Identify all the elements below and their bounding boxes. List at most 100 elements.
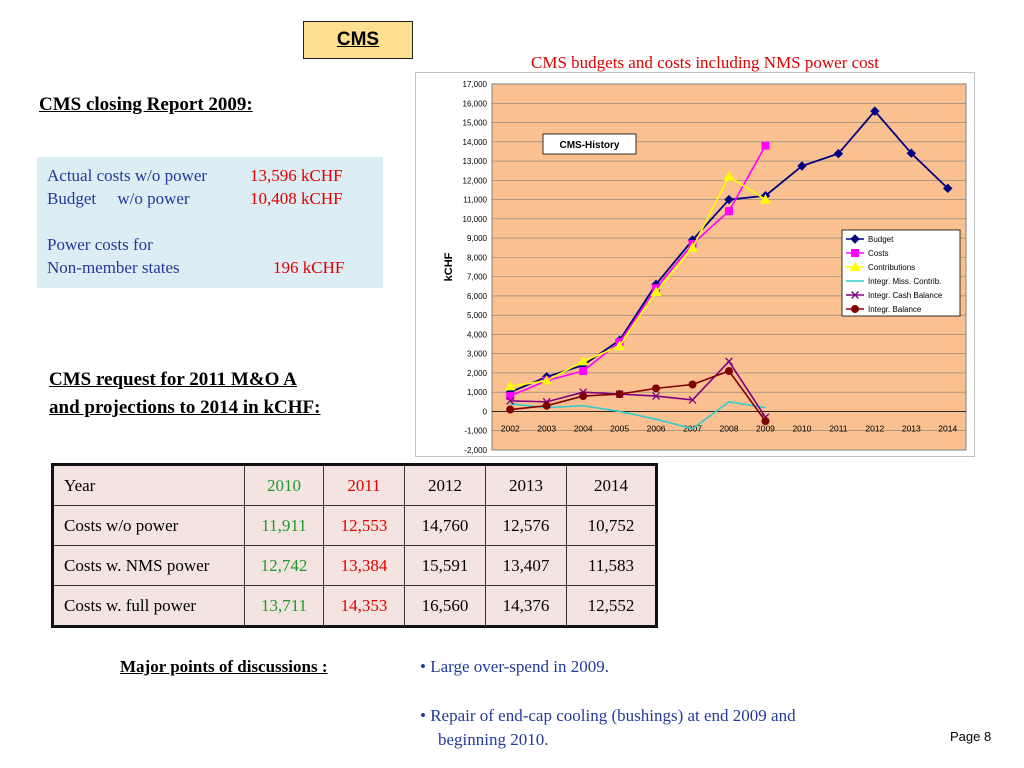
data-point-contributions (541, 375, 553, 385)
table-header-cell: 2010 (244, 464, 324, 506)
legend-label-budget: Budget (868, 235, 894, 244)
inner-title-box (542, 133, 637, 155)
discussion-label: Major points of discussions : (120, 657, 328, 676)
data-point-costs (725, 207, 733, 216)
bullet-text: Large over-spend in 2009. (430, 657, 609, 676)
y-tick-label: 4,000 (467, 330, 488, 339)
table-cell: 14,760 (404, 505, 486, 546)
legend-marker-costs (851, 249, 859, 257)
series-line-integr-cash-balance (510, 360, 767, 418)
table-row: Costs w/o power 11,911 12,553 14,760 12,… (52, 505, 657, 546)
data-point-contributions (614, 340, 625, 350)
projection-table: Year 2010 2011 2012 2013 2014 Costs w/o … (51, 463, 658, 628)
request-title-line-1: CMS request for 2011 M&O A (49, 369, 297, 390)
x-tick-label: 2013 (902, 423, 921, 433)
cms-badge-label: CMS (336, 29, 380, 50)
data-point-integr-balance (652, 384, 661, 393)
x-tick-label: 2003 (537, 423, 556, 433)
data-point-contributions (687, 242, 698, 252)
x-tick-label: 2009 (756, 423, 775, 433)
discussion-bullet-2: • Repair of end-cap cooling (bushings) a… (420, 706, 796, 726)
budget-label: Budget w/o power (47, 189, 190, 208)
cms-history-chart: -2,000 -1,000 0 1,000 2,000 3,000 4,000 5,000 6,… (415, 72, 975, 457)
data-point-contributions (577, 355, 589, 366)
table-cell: Costs w. NMS power (52, 545, 245, 586)
table-cell: 13,711 (244, 585, 324, 627)
y-tick-label: 12,000 (463, 176, 488, 185)
y-tick-label: 0 (483, 407, 488, 416)
table-cell: 11,583 (566, 545, 657, 586)
y-tick-label: 2,000 (467, 369, 488, 378)
actual-costs-row: Actual costs w/o power 13,596 kCHF (47, 164, 383, 187)
table-cell: 12,553 (323, 505, 405, 546)
table-cell: 13,407 (485, 545, 567, 586)
legend-marker-integr-cash-balance (851, 291, 859, 299)
data-point-contributions (504, 380, 516, 391)
inner-title: CMS-History (559, 140, 619, 151)
y-tick-label: 15,000 (463, 119, 488, 128)
discussion-bullet-2-cont: beginning 2010. (438, 730, 549, 749)
data-point-costs (761, 141, 770, 150)
x-tick-label: 2006 (647, 423, 666, 433)
series-line-contributions (510, 175, 766, 388)
power-costs-row: Power costs for (47, 233, 383, 256)
legend-label-integr-miss-contrib: Integr. Miss. Contrib. (868, 277, 941, 286)
actual-costs-label: Actual costs w/o power (47, 166, 208, 185)
data-point-integr-cash-balance (506, 396, 515, 405)
y-tick-label: 14,000 (463, 138, 488, 147)
table-row: Costs w. NMS power 12,742 13,384 15,591 … (52, 545, 657, 586)
series-line-integr-miss-contrib (510, 400, 766, 430)
y-tick-label: 10,000 (463, 215, 488, 224)
table-cell: 12,742 (244, 545, 324, 586)
table-header-cell: 2011 (323, 464, 405, 506)
data-point-costs (579, 367, 588, 376)
legend-label-integr-balance: Integr. Balance (868, 305, 922, 314)
closing-report-title: CMS closing Report 2009: (39, 94, 253, 115)
data-point-integr-balance (688, 380, 697, 389)
table-cell: 16,560 (404, 585, 486, 627)
x-tick-label: 2010 (792, 423, 811, 433)
y-tick-label: -1,000 (464, 427, 487, 436)
x-tick-label: 2012 (865, 423, 884, 433)
data-point-budget (870, 106, 880, 116)
x-tick-label: 2004 (574, 423, 593, 433)
y-axis-label: kCHF (443, 252, 455, 281)
data-point-integr-balance (579, 392, 588, 401)
chart-title: CMS budgets and costs including NMS powe… (530, 53, 880, 72)
legend-marker-budget (850, 234, 860, 244)
legend-marker-contributions (849, 261, 861, 271)
table-cell: 12,552 (566, 585, 657, 627)
data-point-contributions (723, 170, 735, 181)
cms-badge: CMS (303, 21, 413, 59)
data-point-integr-balance (615, 390, 624, 399)
legend-label-costs: Costs (868, 249, 888, 258)
data-point-integr-balance (725, 367, 733, 376)
series-line-costs (509, 145, 767, 397)
x-tick-label: 2008 (720, 423, 739, 433)
x-tick-label: 2002 (501, 423, 520, 433)
budget-value: 10,408 kCHF (250, 189, 343, 208)
data-point-integr-cash-balance (688, 395, 697, 404)
table-cell: 14,376 (485, 585, 567, 627)
budget-row: Budget w/o power 10,408 kCHF (47, 187, 383, 210)
y-tick-label: 1,000 (467, 388, 488, 397)
data-point-budget (943, 183, 953, 194)
table-cell: 14,353 (323, 585, 405, 627)
non-member-row: Non-member states 196 kCHF (47, 256, 383, 279)
table-row: Costs w. full power 13,711 14,353 16,560… (52, 585, 657, 627)
data-point-budget (797, 161, 807, 171)
data-point-costs (506, 392, 515, 401)
y-tick-label: 3,000 (467, 350, 488, 359)
non-member-value: 196 kCHF (273, 258, 345, 277)
table-cell: 12,576 (485, 505, 567, 546)
request-title: CMS request for 2011 M&O A and projectio… (49, 366, 320, 422)
request-title-line-2: and projections to 2014 in kCHF: (49, 397, 321, 418)
actual-costs-value: 13,596 kCHF (250, 166, 343, 185)
table-header-cell: 2012 (404, 464, 486, 506)
table-cell: Costs w/o power (52, 505, 245, 546)
page-number: Page 8 (950, 729, 992, 744)
x-tick-label: 2005 (610, 423, 629, 433)
legend-box (841, 229, 961, 317)
y-tick-label: 6,000 (467, 292, 488, 301)
data-point-integr-balance (761, 417, 770, 426)
